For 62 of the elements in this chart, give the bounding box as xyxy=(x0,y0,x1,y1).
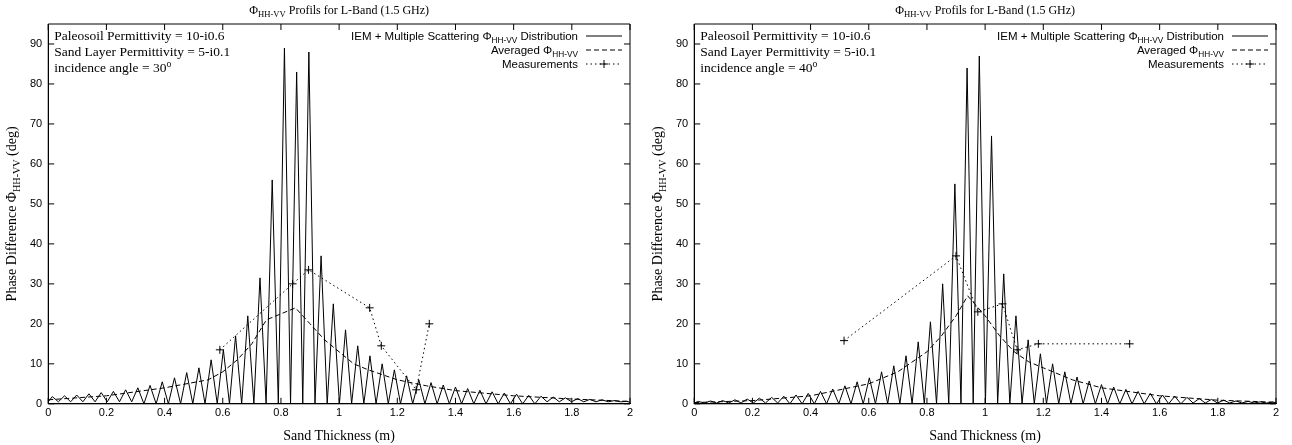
point xyxy=(424,319,434,329)
y-tick-label: 60 xyxy=(29,156,43,169)
x-tick-label: 2 xyxy=(1272,406,1280,419)
x-tick-label: 1 xyxy=(336,406,343,419)
point xyxy=(951,251,961,261)
x-tick-label: 1.8 xyxy=(1210,406,1226,419)
y-axis-title: Phase Difference ΦHH-VV (deg) xyxy=(650,126,668,302)
y-tick-label: 20 xyxy=(675,316,689,329)
point xyxy=(1012,345,1022,355)
x-tick-label: 1.6 xyxy=(506,406,522,419)
x-tick-label: 0.6 xyxy=(215,406,231,419)
x-tick-label: 1 xyxy=(982,406,989,419)
y-tick-label: 70 xyxy=(29,116,43,129)
x-tick-label: 1.8 xyxy=(564,406,580,419)
y-axis-title: Phase Difference ΦHH-VV (deg) xyxy=(4,126,22,302)
point xyxy=(215,345,225,355)
y-tick-label: 10 xyxy=(29,356,43,369)
x-tick-label: 0 xyxy=(45,406,52,419)
x-tick-label: 0 xyxy=(691,406,698,419)
x-axis-title: Sand Thickness (m) xyxy=(929,427,1042,444)
x-tick-label: 2 xyxy=(626,406,634,419)
annotation: Paleosoil Permittivity = 10-i0.6 xyxy=(700,28,871,43)
legend-label: Measurements xyxy=(1147,58,1225,70)
y-tick-label: 60 xyxy=(675,156,689,169)
y-tick-label: 40 xyxy=(29,236,43,249)
x-tick-label: 0.8 xyxy=(273,406,289,419)
annotation: Sand Layer Permittivity = 5-i0.1 xyxy=(700,44,877,59)
y-tick-label: 40 xyxy=(675,236,689,249)
x-tick-label: 0.8 xyxy=(919,406,935,419)
point xyxy=(365,303,375,313)
x-axis-title: Sand Thickness (m) xyxy=(283,427,396,444)
x-tick-label: 1.4 xyxy=(447,406,464,419)
x-tick-label: 0.4 xyxy=(802,406,819,419)
x-tick-label: 0.2 xyxy=(98,406,115,419)
point xyxy=(376,341,386,351)
y-tick-label: 20 xyxy=(29,316,43,329)
x-tick-label: 1.2 xyxy=(389,406,405,419)
y-tick-label: 30 xyxy=(675,276,689,289)
y-tick-label: 80 xyxy=(675,77,689,89)
x-tick-label: 0.6 xyxy=(861,406,877,419)
y-tick-label: 0 xyxy=(36,396,43,409)
point xyxy=(839,336,849,346)
y-tick-label: 90 xyxy=(29,37,43,50)
x-tick-label: 1.4 xyxy=(1093,406,1110,419)
point xyxy=(1033,339,1043,349)
point xyxy=(304,265,314,275)
y-tick-label: 70 xyxy=(675,116,689,129)
x-tick-label: 1.2 xyxy=(1035,406,1051,419)
legend-label: Measurements xyxy=(501,58,579,70)
y-tick-label: 50 xyxy=(29,196,43,209)
y-tick-label: 10 xyxy=(675,356,689,369)
y-tick-label: 90 xyxy=(675,37,689,50)
x-tick-label: 0.4 xyxy=(156,406,173,419)
annotation: Paleosoil Permittivity = 10-i0.6 xyxy=(54,28,225,43)
y-tick-label: 50 xyxy=(675,196,689,209)
y-tick-label: 0 xyxy=(682,396,689,409)
x-tick-label: 1.6 xyxy=(1152,406,1168,419)
x-tick-label: 0.2 xyxy=(744,406,761,419)
annotation: Sand Layer Permittivity = 5-i0.1 xyxy=(54,44,231,59)
point xyxy=(1125,339,1135,349)
y-tick-label: 30 xyxy=(29,276,43,289)
y-tick-label: 80 xyxy=(29,77,43,89)
